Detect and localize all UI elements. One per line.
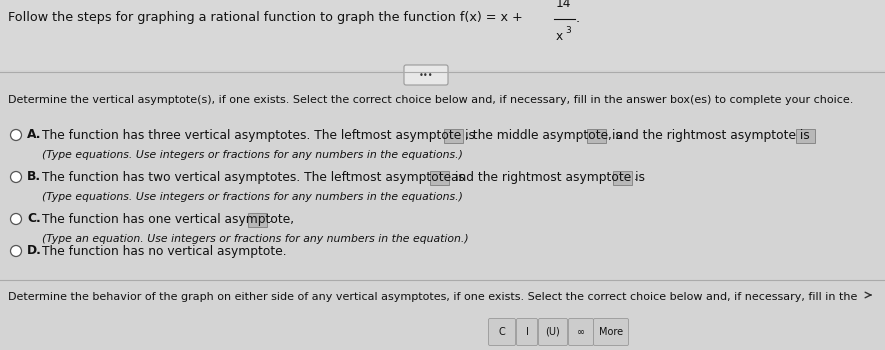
FancyBboxPatch shape bbox=[594, 318, 628, 345]
FancyBboxPatch shape bbox=[248, 212, 266, 226]
Text: Determine the behavior of the graph on either side of any vertical asymptotes, i: Determine the behavior of the graph on e… bbox=[8, 292, 858, 302]
Text: A.: A. bbox=[27, 128, 42, 141]
Text: x: x bbox=[556, 30, 563, 43]
FancyBboxPatch shape bbox=[404, 65, 448, 85]
Text: , and the rightmost asymptote is: , and the rightmost asymptote is bbox=[608, 128, 810, 141]
Circle shape bbox=[11, 214, 21, 224]
Text: and the rightmost asymptote is: and the rightmost asymptote is bbox=[451, 170, 645, 183]
Text: C: C bbox=[498, 327, 505, 337]
FancyBboxPatch shape bbox=[489, 318, 515, 345]
Text: 14: 14 bbox=[556, 0, 572, 10]
Text: (Type equations. Use integers or fractions for any numbers in the equations.): (Type equations. Use integers or fractio… bbox=[42, 192, 463, 202]
FancyBboxPatch shape bbox=[612, 170, 632, 184]
Text: Follow the steps for graphing a rational function to graph the function f(x) = x: Follow the steps for graphing a rational… bbox=[8, 12, 523, 24]
Text: (Type an equation. Use integers or fractions for any numbers in the equation.): (Type an equation. Use integers or fract… bbox=[42, 234, 469, 244]
FancyBboxPatch shape bbox=[429, 170, 449, 184]
Text: .: . bbox=[269, 212, 273, 225]
FancyBboxPatch shape bbox=[0, 0, 885, 70]
Text: I: I bbox=[526, 327, 528, 337]
Text: The function has two vertical asymptotes. The leftmost asymptote is: The function has two vertical asymptotes… bbox=[42, 170, 465, 183]
Text: •••: ••• bbox=[419, 70, 434, 79]
Text: 3: 3 bbox=[565, 26, 571, 35]
Text: Determine the vertical asymptote(s), if one exists. Select the correct choice be: Determine the vertical asymptote(s), if … bbox=[8, 95, 853, 105]
Text: D.: D. bbox=[27, 245, 42, 258]
Text: The function has three vertical asymptotes. The leftmost asymptote is: The function has three vertical asymptot… bbox=[42, 128, 475, 141]
Text: , the middle asymptote is: , the middle asymptote is bbox=[465, 128, 622, 141]
Circle shape bbox=[11, 172, 21, 182]
Circle shape bbox=[11, 245, 21, 257]
Text: (U): (U) bbox=[546, 327, 560, 337]
FancyBboxPatch shape bbox=[587, 128, 605, 142]
FancyBboxPatch shape bbox=[517, 318, 537, 345]
Text: (Type equations. Use integers or fractions for any numbers in the equations.): (Type equations. Use integers or fractio… bbox=[42, 150, 463, 160]
Text: .: . bbox=[634, 170, 638, 183]
FancyBboxPatch shape bbox=[796, 128, 814, 142]
FancyBboxPatch shape bbox=[568, 318, 594, 345]
Circle shape bbox=[11, 130, 21, 140]
Text: More: More bbox=[599, 327, 623, 337]
Text: C.: C. bbox=[27, 212, 41, 225]
Text: .: . bbox=[576, 12, 581, 24]
FancyBboxPatch shape bbox=[443, 128, 463, 142]
Text: ∞: ∞ bbox=[577, 327, 585, 337]
Text: B.: B. bbox=[27, 170, 41, 183]
Text: The function has one vertical asymptote,: The function has one vertical asymptote, bbox=[42, 212, 294, 225]
Text: The function has no vertical asymptote.: The function has no vertical asymptote. bbox=[42, 245, 287, 258]
FancyBboxPatch shape bbox=[538, 318, 567, 345]
